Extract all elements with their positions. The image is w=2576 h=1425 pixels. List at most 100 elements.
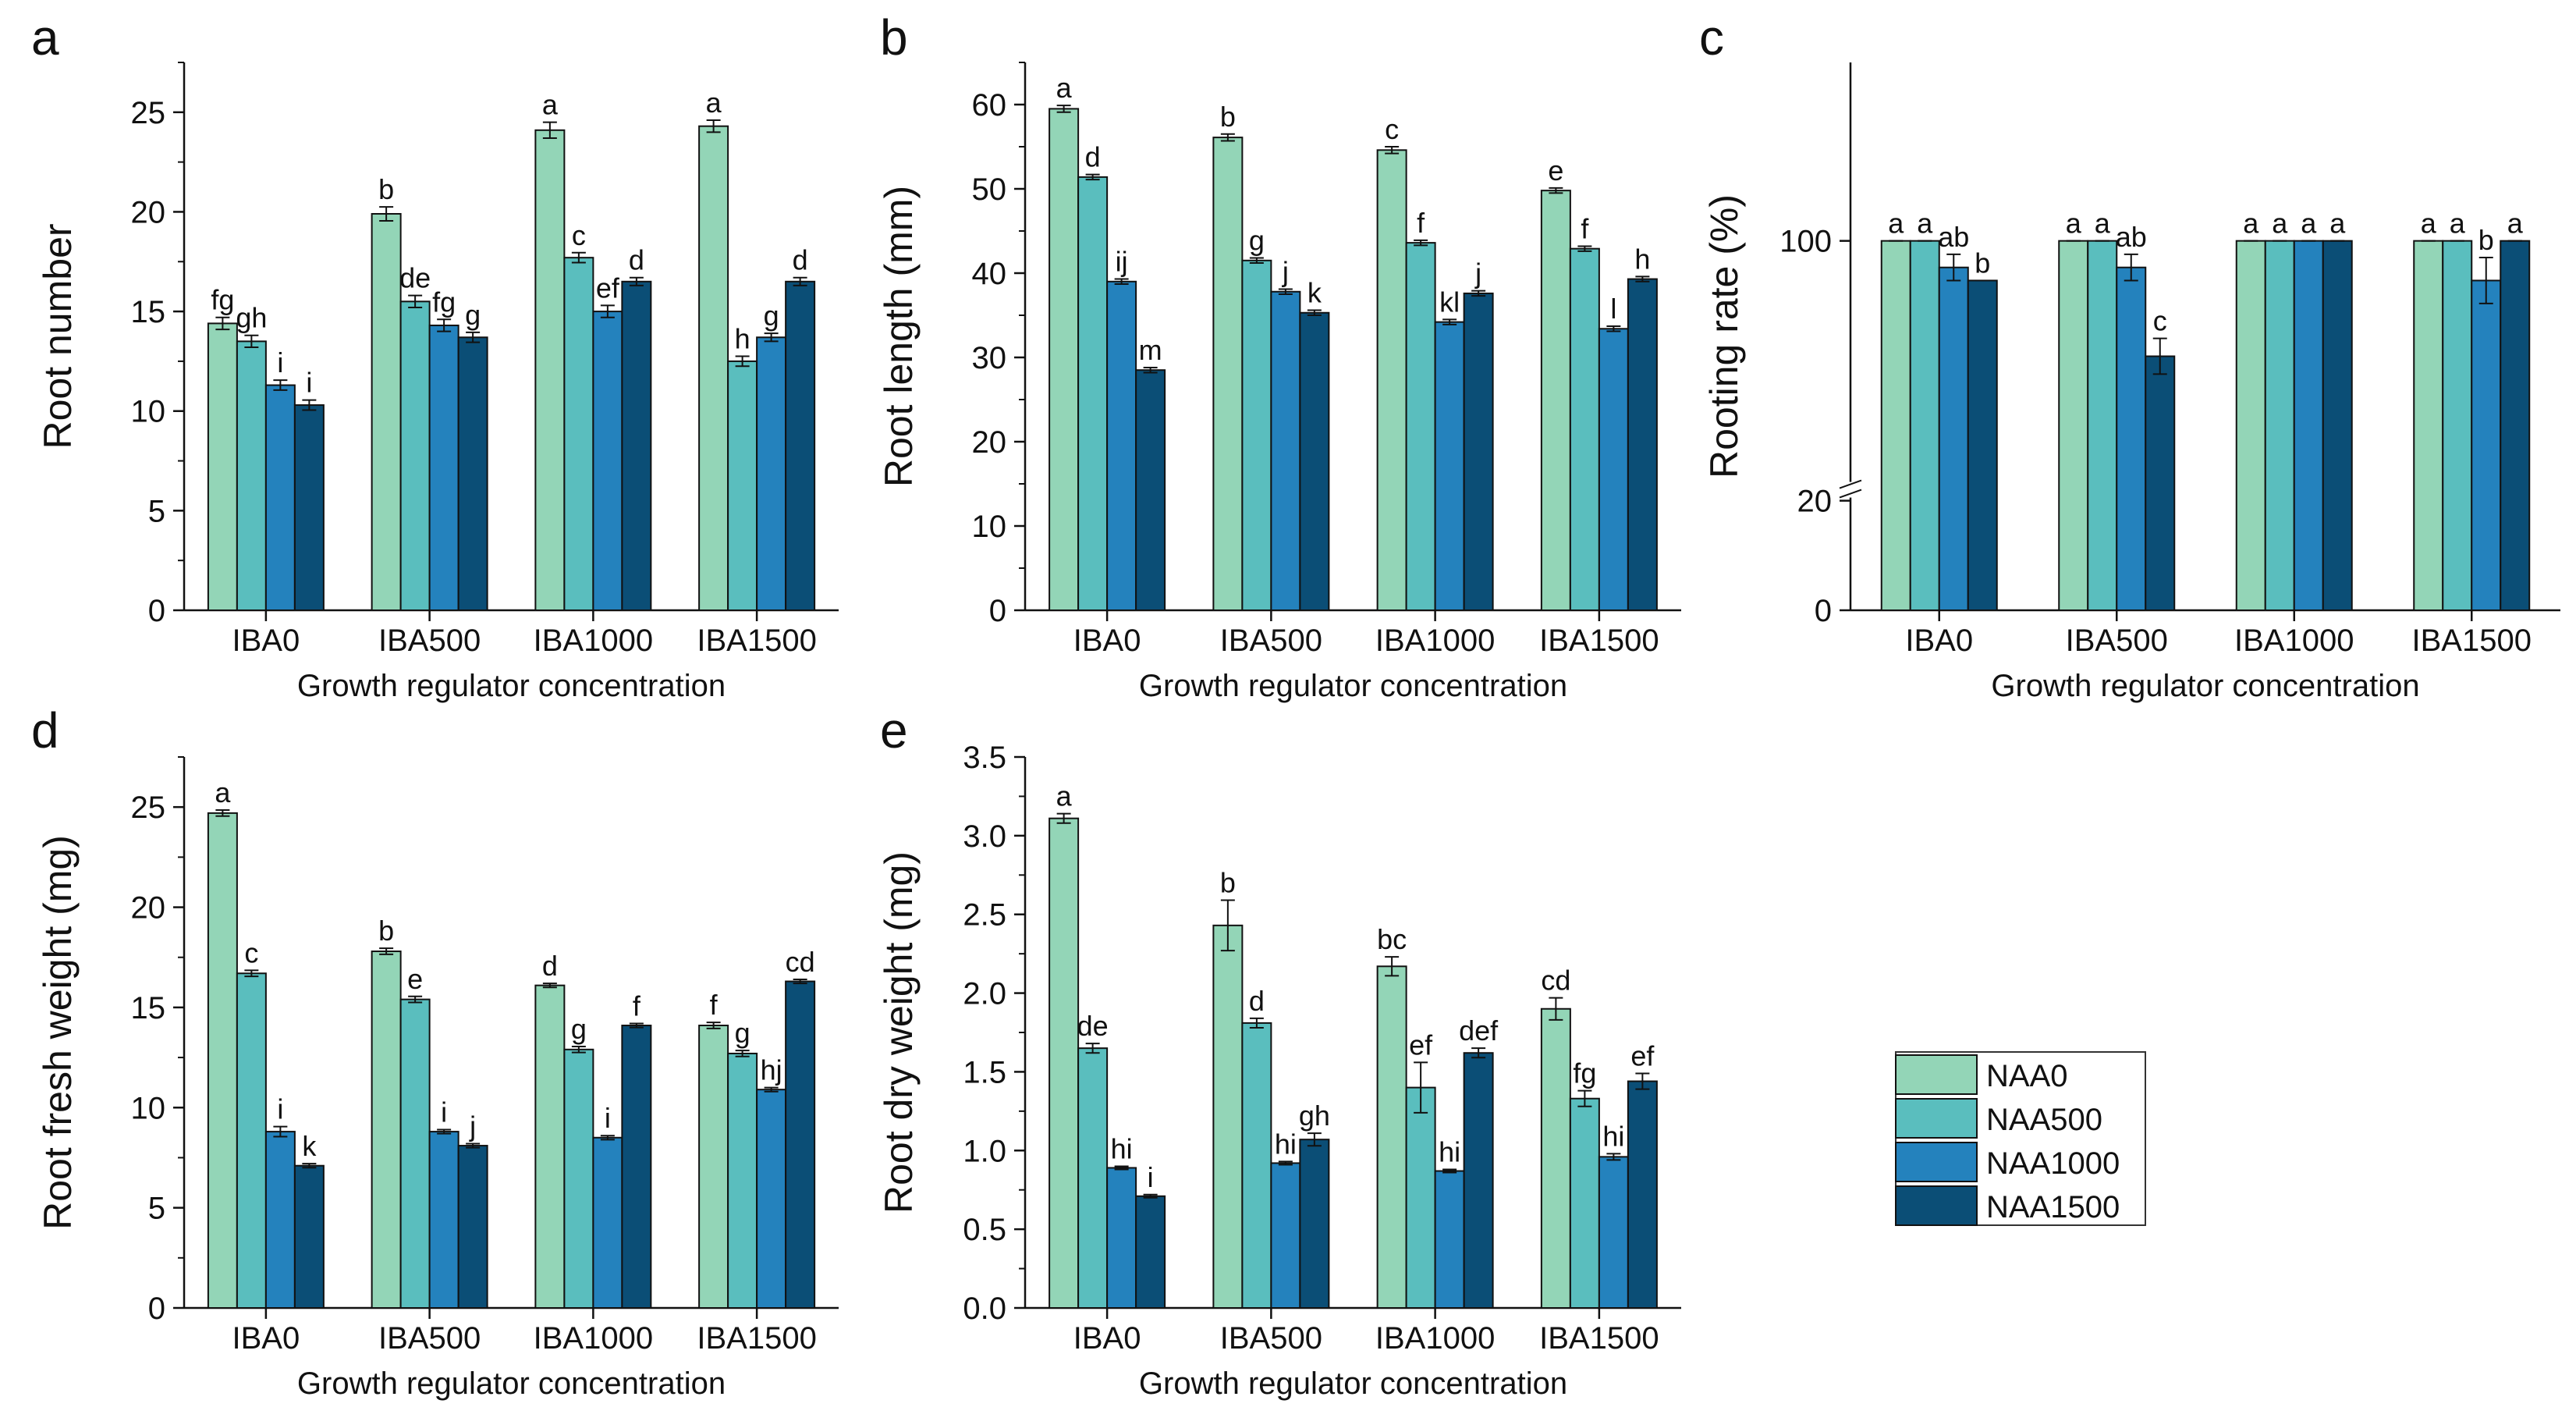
bar <box>1376 965 1407 1310</box>
bar <box>236 972 267 1310</box>
significance-letter: cd <box>1541 965 1570 997</box>
significance-letter: i <box>1148 1161 1154 1193</box>
significance-letter: i <box>277 1093 283 1125</box>
significance-letter: g <box>465 299 481 331</box>
error-bar <box>793 276 807 286</box>
significance-letter: a <box>2507 208 2524 240</box>
bar <box>727 360 758 611</box>
bar <box>457 336 488 611</box>
error-bar <box>215 809 230 817</box>
error-bar <box>1635 275 1650 283</box>
bar <box>1627 278 1658 611</box>
axis-break-mark <box>1839 479 1862 489</box>
y-tick-label: 1.0 <box>963 1134 1006 1168</box>
panel-b: b 0 10 20 30 40 50 60 IBA0 IBA500 IBA1000 IBA1500 Ro… <box>877 9 1681 703</box>
x-tick-label: IBA1500 <box>697 624 816 658</box>
bar <box>1135 369 1166 611</box>
error-bar <box>600 1135 615 1141</box>
error-bar <box>542 983 557 989</box>
significance-letter: hi <box>1275 1128 1297 1160</box>
error-bar <box>793 978 807 985</box>
bar <box>2264 240 2295 611</box>
error-bar <box>600 304 615 318</box>
error-bar <box>1549 187 1563 194</box>
y-tick-label: 0 <box>148 594 165 628</box>
y-tick-label: 10 <box>131 395 166 429</box>
error-bar <box>735 355 750 368</box>
error-bar <box>1220 133 1235 142</box>
bar <box>1909 240 1940 611</box>
error-bar <box>629 276 644 286</box>
bar <box>698 1025 729 1309</box>
axes: 0 20 100 IBA0 IBA500 IBA1000 IBA1500 <box>1779 62 2560 658</box>
significance-letter: j <box>1282 256 1289 288</box>
bar <box>621 280 652 611</box>
y-tick-label: 30 <box>972 341 1007 375</box>
significance-letter: f <box>710 989 719 1021</box>
error-bar <box>1056 105 1071 113</box>
significance-letter: a <box>2272 208 2288 240</box>
error-bar <box>437 1128 452 1135</box>
y-tick-label: 10 <box>131 1091 166 1125</box>
legend-entry-naa1500: NAA1500 <box>1895 1185 2120 1226</box>
significance-letter: a <box>542 89 559 121</box>
x-axis-title: Growth regulator concentration <box>1139 669 1567 703</box>
error-bar <box>466 331 481 343</box>
error-bar <box>244 969 259 978</box>
error-bar <box>1549 997 1563 1021</box>
axes: 0 10 20 30 40 50 60 IBA0 IBA500 IBA1000 IBA1500 <box>972 62 1681 658</box>
error-bar <box>2478 256 2493 304</box>
significance-letter: b <box>2478 224 2494 256</box>
significance-letter: j <box>1474 258 1481 290</box>
significance-letter: ij <box>1116 246 1128 278</box>
significance-letter: a <box>1056 72 1073 104</box>
error-bar <box>764 332 779 343</box>
y-tick-label: 50 <box>972 172 1007 207</box>
error-bar <box>1056 812 1071 824</box>
bar <box>236 340 267 611</box>
error-bar <box>1249 1017 1264 1029</box>
significance-letter: a <box>215 776 231 808</box>
bar <box>428 324 459 611</box>
bar <box>1048 817 1080 1309</box>
x-tick-label: IBA500 <box>1220 624 1322 658</box>
panel-letter: d <box>31 702 59 759</box>
bar <box>371 213 402 611</box>
significance-letter: g <box>571 1013 587 1045</box>
axes: 0 5 10 15 20 25 IBA0 IBA500 IBA1000 IBA1500 <box>131 756 839 1356</box>
significance-letter: gh <box>236 302 267 334</box>
bar <box>1405 1086 1436 1309</box>
significance-letter: l <box>1610 293 1616 325</box>
significance-letter: a <box>1888 208 1904 240</box>
x-tick-label: IBA0 <box>232 1321 300 1356</box>
significance-letter: k <box>302 1130 317 1162</box>
y-tick-label: 20 <box>1797 485 1833 519</box>
error-bar <box>273 379 288 391</box>
significance-letter: g <box>1249 225 1265 257</box>
significance-letter: d <box>629 244 644 276</box>
bar <box>1212 137 1244 611</box>
significance-letter: b <box>1975 247 1990 279</box>
legend-label: NAA1000 <box>1986 1146 2120 1181</box>
significance-letter: c <box>2153 305 2167 337</box>
significance-letter: c <box>244 936 258 968</box>
error-bar <box>1278 288 1293 295</box>
bar <box>2235 240 2266 611</box>
significance-letter: def <box>1459 1015 1499 1047</box>
significance-letter: ef <box>596 272 620 304</box>
legend-label: NAA1500 <box>1986 1190 2120 1224</box>
significance-letter: ef <box>1630 1039 1655 1071</box>
x-tick-label: IBA500 <box>1220 1321 1322 1356</box>
panel-letter: c <box>1699 9 1724 66</box>
error-bar <box>408 995 423 1004</box>
error-bar <box>1085 1043 1100 1054</box>
axes: 0 5 10 15 20 25 IBA0 IBA500 IBA1000 IBA1500 <box>131 62 839 658</box>
y-tick-label: 1.5 <box>963 1055 1006 1089</box>
panel-letter: b <box>880 9 908 66</box>
error-bar <box>1635 1072 1650 1090</box>
bar <box>428 1131 459 1309</box>
error-bar <box>379 947 394 955</box>
